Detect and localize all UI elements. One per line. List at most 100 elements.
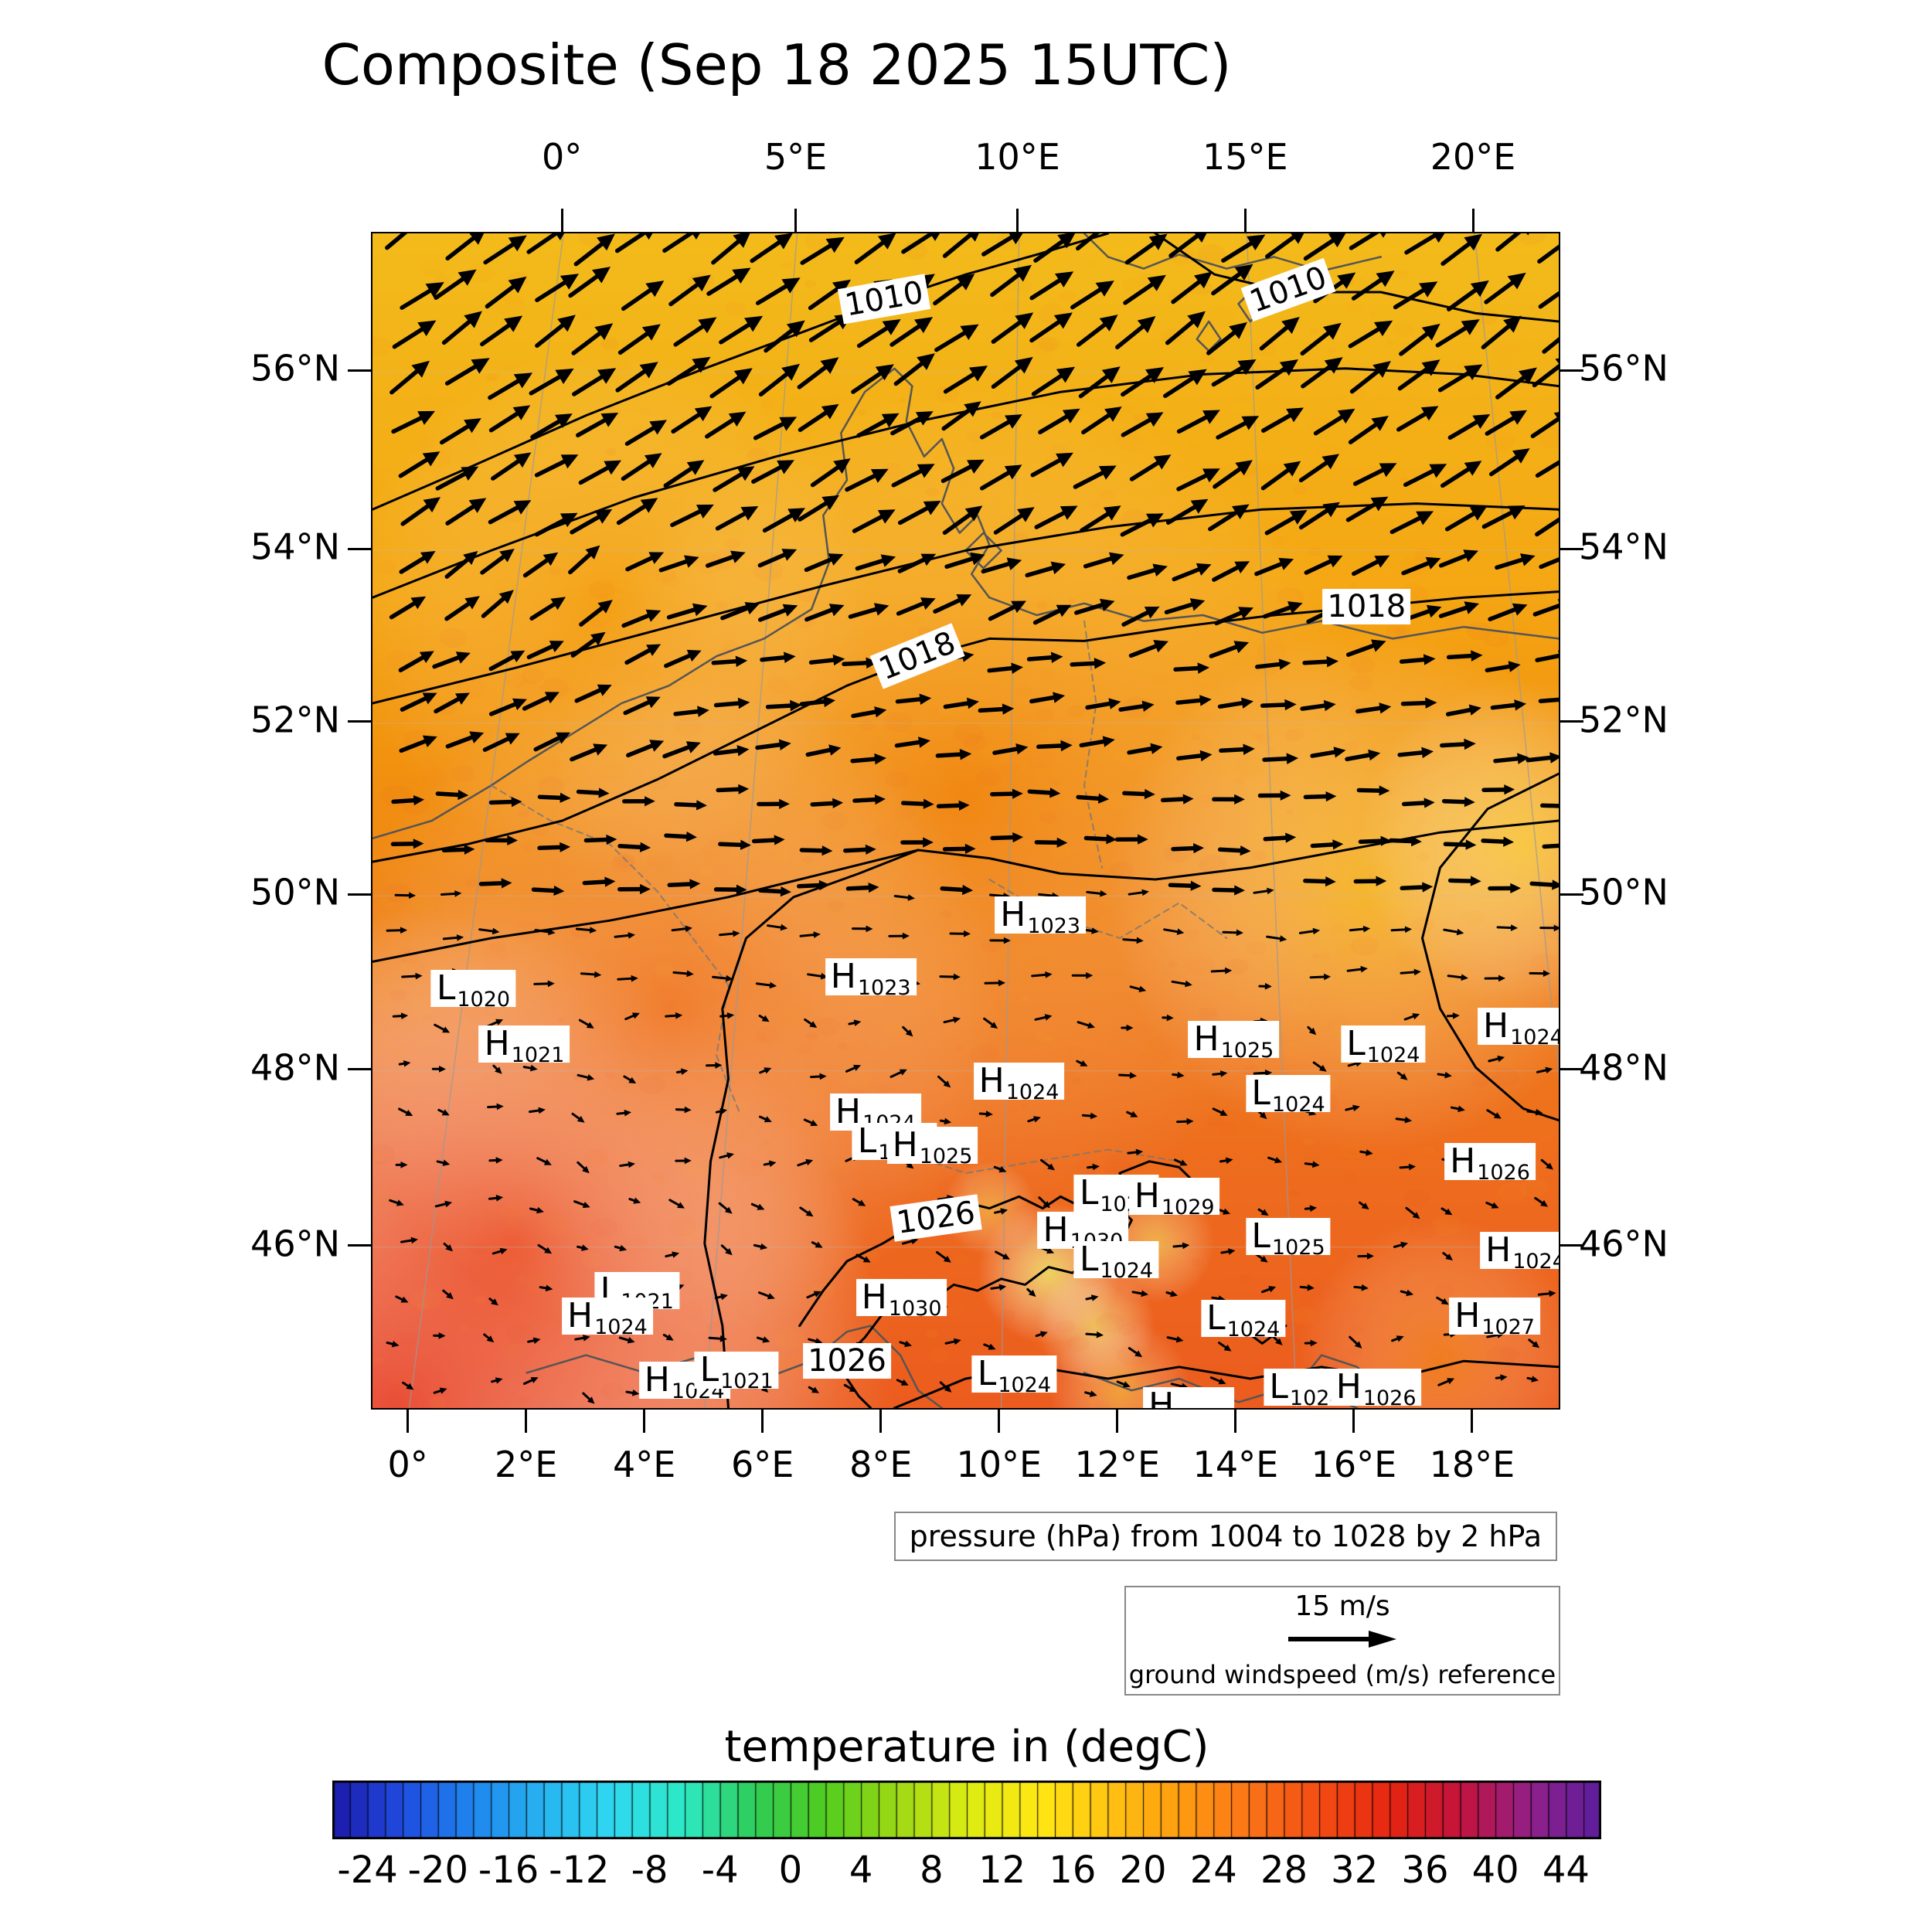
axis-label-left: 56°N <box>250 347 340 389</box>
wind-reference-arrow-icon <box>1288 1631 1396 1648</box>
page-title: Composite (Sep 18 2025 15UTC) <box>321 32 1232 97</box>
axis-tick-left <box>348 893 371 896</box>
axis-label-bottom: 2°E <box>494 1444 558 1485</box>
pressure-center-h: H1021 <box>478 1023 570 1066</box>
pressure-center-h: H1030 <box>855 1277 947 1321</box>
axis-tick-left <box>348 547 371 550</box>
axis-tick-bottom <box>1352 1410 1355 1433</box>
axis-tick-top <box>1016 209 1019 232</box>
pressure-center-value: 1027 <box>1481 1315 1536 1340</box>
axis-label-left: 54°N <box>250 526 340 568</box>
pressure-center-letter: H <box>1148 1385 1175 1410</box>
colorbar-tick-label: 44 <box>1542 1849 1590 1892</box>
axis-label-bottom: 16°E <box>1311 1444 1397 1485</box>
axis-label-bottom: 6°E <box>731 1444 794 1485</box>
pressure-center-letter: L <box>1269 1366 1288 1406</box>
colorbar-tick-label: -8 <box>631 1849 668 1892</box>
graticule-meridian <box>1246 233 1298 1408</box>
axis-label-bottom: 10°E <box>956 1444 1043 1485</box>
pressure-center-h: H1026 <box>1330 1368 1422 1408</box>
pressure-center-letter: L <box>857 1121 877 1161</box>
colorbar-tick-label: -12 <box>549 1849 610 1892</box>
colorbar-tick-label: 0 <box>778 1849 803 1892</box>
axis-tick-left <box>348 1068 371 1071</box>
axis-label-top: 0° <box>541 136 583 178</box>
pressure-center-value: 1025 <box>919 1144 973 1168</box>
pressure-center-value: 1026 <box>1477 1160 1530 1185</box>
axis-label-top: 5°E <box>764 136 828 178</box>
pressure-center-l: L1024 <box>971 1355 1057 1396</box>
pressure-center-letter: H <box>1485 1230 1512 1270</box>
axis-tick-right <box>1560 893 1583 896</box>
pressure-center-h: H1024 <box>562 1296 653 1338</box>
pressure-center-l: L1025 <box>1246 1216 1331 1258</box>
pressure-center-letter: H <box>830 957 856 997</box>
pressure-center-value: 1024 <box>1512 1250 1559 1274</box>
pressure-center-letter: H <box>1454 1296 1481 1336</box>
axis-tick-bottom <box>643 1410 646 1433</box>
pressure-center-letter: H <box>484 1023 510 1063</box>
pressure-contour <box>372 819 1559 963</box>
colorbar-tick-label: 16 <box>1049 1849 1097 1892</box>
pressure-center-h: H1024 <box>973 1063 1065 1103</box>
pressure-center-letter: L <box>1079 1172 1099 1213</box>
colorbar-tick-label: 20 <box>1119 1849 1167 1892</box>
axis-tick-right <box>1560 1244 1583 1247</box>
pressure-center-value: 1029 <box>1161 1196 1215 1220</box>
axis-tick-top <box>1243 209 1247 232</box>
coastline <box>964 532 1002 570</box>
colorbar-tick-label: 28 <box>1260 1849 1308 1892</box>
pressure-center-letter: H <box>1000 894 1026 934</box>
pressure-center-value: 1024 <box>1100 1259 1154 1284</box>
axis-label-right: 52°N <box>1579 699 1668 741</box>
axis-label-bottom: 12°E <box>1074 1444 1161 1485</box>
pressure-center-l: L1024 <box>1246 1073 1331 1115</box>
axis-tick-bottom <box>879 1410 883 1433</box>
pressure-center-letter: L <box>1251 1073 1270 1113</box>
pressure-center-h: H1025 <box>886 1126 978 1168</box>
wind-reference-box: 15 m/s ground windspeed (m/s) reference <box>1124 1586 1560 1696</box>
pressure-center-letter: H <box>861 1277 887 1318</box>
pressure-caption: pressure (hPa) from 1004 to 1028 by 2 hP… <box>893 1512 1557 1561</box>
pressure-center-value: 1023 <box>1027 913 1081 938</box>
pressure-center-letter: L <box>1346 1023 1366 1063</box>
graticule-meridian <box>408 233 564 1408</box>
colorbar <box>332 1781 1601 1839</box>
pressure-center-letter: H <box>1134 1176 1160 1216</box>
pressure-center-l: L1020 <box>430 970 516 1010</box>
pressure-center-letter: H <box>1450 1141 1476 1181</box>
axis-label-left: 46°N <box>250 1223 340 1265</box>
colorbar-tick-label: 40 <box>1471 1849 1519 1892</box>
country-border <box>490 784 694 939</box>
colorbar-title: temperature in (degC) <box>724 1722 1209 1772</box>
axis-tick-bottom <box>761 1410 764 1433</box>
pressure-center-value: 1024 <box>1510 1026 1560 1049</box>
pressure-center-h: H1029 <box>1128 1176 1220 1220</box>
pressure-center-value: 1024 <box>1366 1043 1420 1067</box>
pressure-center-h: H1024 <box>1478 1008 1560 1049</box>
pressure-center-l: L1024 <box>1341 1023 1426 1067</box>
coastline <box>810 367 991 611</box>
pressure-center-value: 1030 <box>888 1297 942 1321</box>
pressure-contour <box>1421 772 1559 1122</box>
pressure-center-letter: L <box>1079 1240 1099 1280</box>
pressure-center-letter: L <box>1206 1298 1226 1338</box>
colorbar-tick-label: 4 <box>849 1849 873 1892</box>
axis-label-bottom: 8°E <box>849 1444 913 1485</box>
pressure-center-letter: L <box>699 1350 719 1390</box>
pressure-center-letter: L <box>1251 1216 1270 1257</box>
axis-label-top: 20°E <box>1430 136 1516 178</box>
pressure-center-letter: H <box>567 1296 594 1336</box>
axis-tick-bottom <box>1234 1410 1237 1433</box>
axis-tick-top <box>560 209 563 232</box>
contour-label: 1026 <box>803 1343 891 1379</box>
pressure-center-h: H1025 <box>1188 1020 1280 1061</box>
pressure-center-value: 1021 <box>720 1369 774 1394</box>
colorbar-tick-label: 36 <box>1401 1849 1449 1892</box>
country-border <box>692 937 741 1115</box>
graticule-meridian <box>1000 233 1020 1408</box>
colorbar-tick-label: -20 <box>407 1849 469 1892</box>
axis-tick-bottom <box>406 1410 410 1433</box>
axis-tick-right <box>1560 1068 1583 1071</box>
